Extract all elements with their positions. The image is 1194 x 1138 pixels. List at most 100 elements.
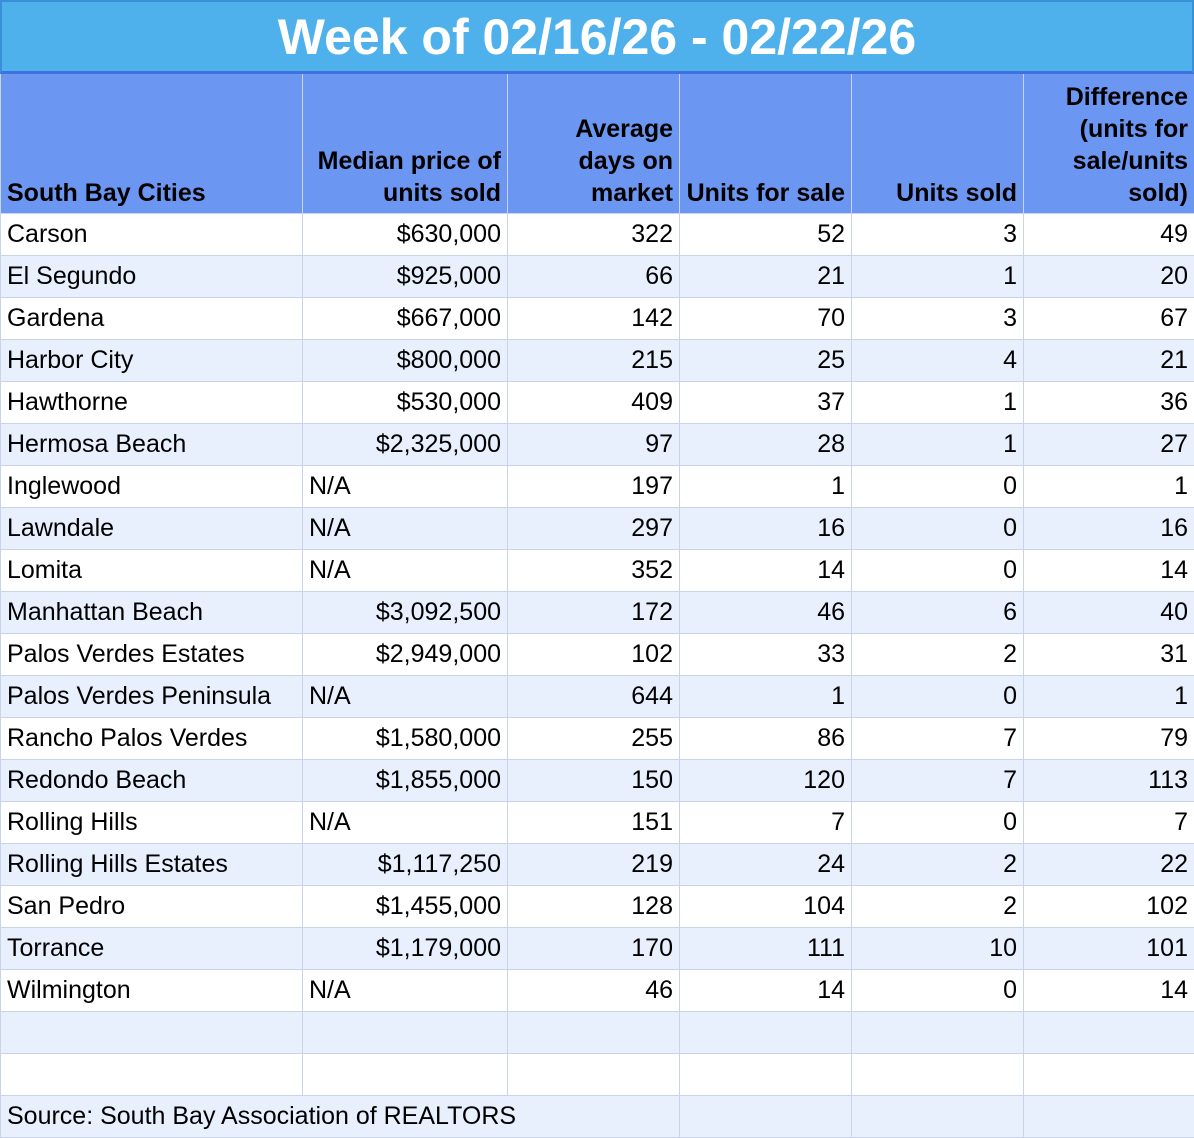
cell-units-sold[interactable]: 4 — [852, 340, 1024, 382]
cell-units-sold[interactable]: 7 — [852, 760, 1024, 802]
cell-difference[interactable]: 21 — [1024, 340, 1194, 382]
cell-median-price[interactable]: $630,000 — [303, 214, 508, 256]
cell-units-sold[interactable]: 1 — [852, 256, 1024, 298]
cell-avg-days[interactable]: 644 — [508, 676, 680, 718]
empty-cell[interactable] — [303, 1054, 508, 1096]
cell-difference[interactable]: 49 — [1024, 214, 1194, 256]
cell-difference[interactable]: 1 — [1024, 676, 1194, 718]
cell-difference[interactable]: 27 — [1024, 424, 1194, 466]
cell-city[interactable]: Carson — [1, 214, 303, 256]
cell-median-price[interactable]: N/A — [303, 508, 508, 550]
cell-median-price[interactable]: N/A — [303, 802, 508, 844]
cell-avg-days[interactable]: 102 — [508, 634, 680, 676]
cell-units-sold[interactable]: 0 — [852, 466, 1024, 508]
cell-avg-days[interactable]: 46 — [508, 970, 680, 1012]
cell-units-sold[interactable]: 0 — [852, 550, 1024, 592]
empty-cell[interactable] — [1024, 1096, 1194, 1138]
cell-difference[interactable]: 14 — [1024, 970, 1194, 1012]
empty-cell[interactable] — [680, 1054, 852, 1096]
cell-median-price[interactable]: $1,455,000 — [303, 886, 508, 928]
cell-units-sold[interactable]: 1 — [852, 424, 1024, 466]
cell-median-price[interactable]: N/A — [303, 676, 508, 718]
cell-avg-days[interactable]: 215 — [508, 340, 680, 382]
cell-median-price[interactable]: $1,117,250 — [303, 844, 508, 886]
cell-units-sold[interactable]: 2 — [852, 886, 1024, 928]
cell-units-for-sale[interactable]: 14 — [680, 550, 852, 592]
cell-median-price[interactable]: $1,179,000 — [303, 928, 508, 970]
cell-units-for-sale[interactable]: 52 — [680, 214, 852, 256]
cell-median-price[interactable]: $2,325,000 — [303, 424, 508, 466]
cell-avg-days[interactable]: 170 — [508, 928, 680, 970]
empty-cell[interactable] — [852, 1012, 1024, 1054]
cell-median-price[interactable]: $1,855,000 — [303, 760, 508, 802]
cell-difference[interactable]: 14 — [1024, 550, 1194, 592]
cell-units-for-sale[interactable]: 25 — [680, 340, 852, 382]
cell-units-sold[interactable]: 1 — [852, 382, 1024, 424]
cell-city[interactable]: Hawthorne — [1, 382, 303, 424]
cell-avg-days[interactable]: 297 — [508, 508, 680, 550]
cell-units-for-sale[interactable]: 104 — [680, 886, 852, 928]
cell-units-for-sale[interactable]: 16 — [680, 508, 852, 550]
cell-avg-days[interactable]: 409 — [508, 382, 680, 424]
cell-city[interactable]: Lomita — [1, 550, 303, 592]
cell-units-for-sale[interactable]: 70 — [680, 298, 852, 340]
cell-median-price[interactable]: N/A — [303, 466, 508, 508]
cell-city[interactable]: Rolling Hills Estates — [1, 844, 303, 886]
cell-units-for-sale[interactable]: 1 — [680, 676, 852, 718]
cell-units-for-sale[interactable]: 37 — [680, 382, 852, 424]
cell-avg-days[interactable]: 255 — [508, 718, 680, 760]
cell-median-price[interactable]: $530,000 — [303, 382, 508, 424]
cell-difference[interactable]: 102 — [1024, 886, 1194, 928]
cell-units-for-sale[interactable]: 21 — [680, 256, 852, 298]
empty-cell[interactable] — [508, 1012, 680, 1054]
cell-city[interactable]: Inglewood — [1, 466, 303, 508]
cell-difference[interactable]: 101 — [1024, 928, 1194, 970]
cell-difference[interactable]: 20 — [1024, 256, 1194, 298]
cell-city[interactable]: San Pedro — [1, 886, 303, 928]
cell-units-for-sale[interactable]: 111 — [680, 928, 852, 970]
cell-city[interactable]: Rolling Hills — [1, 802, 303, 844]
cell-city[interactable]: El Segundo — [1, 256, 303, 298]
cell-units-sold[interactable]: 7 — [852, 718, 1024, 760]
cell-units-for-sale[interactable]: 46 — [680, 592, 852, 634]
cell-median-price[interactable]: N/A — [303, 550, 508, 592]
empty-cell[interactable] — [680, 1096, 852, 1138]
cell-city[interactable]: Palos Verdes Estates — [1, 634, 303, 676]
cell-avg-days[interactable]: 172 — [508, 592, 680, 634]
empty-cell[interactable] — [680, 1012, 852, 1054]
cell-units-for-sale[interactable]: 1 — [680, 466, 852, 508]
cell-avg-days[interactable]: 322 — [508, 214, 680, 256]
cell-difference[interactable]: 36 — [1024, 382, 1194, 424]
empty-cell[interactable] — [1024, 1054, 1194, 1096]
cell-city[interactable]: Rancho Palos Verdes — [1, 718, 303, 760]
cell-avg-days[interactable]: 128 — [508, 886, 680, 928]
empty-cell[interactable] — [1024, 1012, 1194, 1054]
cell-avg-days[interactable]: 142 — [508, 298, 680, 340]
cell-city[interactable]: Redondo Beach — [1, 760, 303, 802]
cell-units-sold[interactable]: 3 — [852, 214, 1024, 256]
cell-difference[interactable]: 40 — [1024, 592, 1194, 634]
cell-units-sold[interactable]: 0 — [852, 802, 1024, 844]
empty-cell[interactable] — [852, 1054, 1024, 1096]
cell-units-sold[interactable]: 2 — [852, 844, 1024, 886]
cell-median-price[interactable]: N/A — [303, 970, 508, 1012]
cell-avg-days[interactable]: 97 — [508, 424, 680, 466]
cell-units-for-sale[interactable]: 7 — [680, 802, 852, 844]
cell-avg-days[interactable]: 151 — [508, 802, 680, 844]
cell-city[interactable]: Lawndale — [1, 508, 303, 550]
cell-city[interactable]: Hermosa Beach — [1, 424, 303, 466]
cell-median-price[interactable]: $925,000 — [303, 256, 508, 298]
empty-cell[interactable] — [1, 1012, 303, 1054]
cell-units-sold[interactable]: 2 — [852, 634, 1024, 676]
cell-difference[interactable]: 67 — [1024, 298, 1194, 340]
cell-units-sold[interactable]: 0 — [852, 508, 1024, 550]
cell-difference[interactable]: 16 — [1024, 508, 1194, 550]
cell-difference[interactable]: 1 — [1024, 466, 1194, 508]
cell-avg-days[interactable]: 352 — [508, 550, 680, 592]
cell-units-for-sale[interactable]: 86 — [680, 718, 852, 760]
cell-median-price[interactable]: $667,000 — [303, 298, 508, 340]
cell-avg-days[interactable]: 197 — [508, 466, 680, 508]
cell-median-price[interactable]: $1,580,000 — [303, 718, 508, 760]
cell-units-for-sale[interactable]: 24 — [680, 844, 852, 886]
cell-difference[interactable]: 113 — [1024, 760, 1194, 802]
